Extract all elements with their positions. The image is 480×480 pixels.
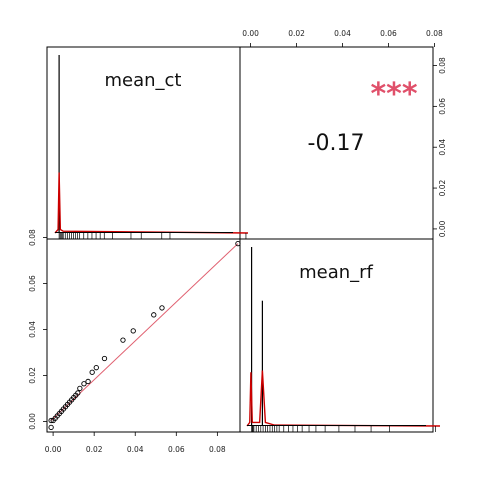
tick-label-top-0: 0.00 bbox=[242, 29, 259, 38]
tick-label-top-2: 0.04 bbox=[334, 29, 351, 38]
scatter-point-24 bbox=[159, 305, 165, 311]
tick-label-bottom-0: 0.00 bbox=[45, 445, 62, 454]
diagonal-label-mean-ct: mean_ct bbox=[104, 70, 181, 91]
tick-label-bottom-2: 0.04 bbox=[127, 445, 144, 454]
panel-frame-bottom-right bbox=[239, 238, 434, 433]
scatter-point-0 bbox=[48, 424, 54, 431]
tick-label-bottom-4: 0.08 bbox=[209, 445, 226, 454]
tick-label-right-0: 0.00 bbox=[438, 220, 447, 237]
axis-bottom-x: 0.00 0.02 0.04 0.06 0.08 bbox=[45, 432, 226, 454]
scatter-point-17 bbox=[85, 378, 91, 385]
tick-label-left-2: 0.04 bbox=[28, 321, 37, 338]
tick-label-left-1: 0.02 bbox=[28, 367, 37, 384]
significance-stars: *** bbox=[370, 77, 417, 112]
tick-label-right-4: 0.08 bbox=[438, 57, 447, 74]
rug-mean-ct bbox=[55, 232, 247, 239]
scatter-point-1 bbox=[48, 417, 54, 424]
tick-label-right-2: 0.04 bbox=[438, 139, 447, 156]
scatter-point-22 bbox=[130, 328, 136, 334]
tick-label-right-3: 0.06 bbox=[438, 98, 447, 115]
scatter-point-25 bbox=[235, 240, 241, 247]
fit-line-segment bbox=[50, 243, 239, 421]
axis-left-y: 0.00 0.02 0.04 0.06 0.08 bbox=[28, 229, 47, 430]
correlation-value: -0.17 bbox=[308, 131, 365, 156]
tick-label-bottom-3: 0.06 bbox=[168, 445, 185, 454]
scatter-point-23 bbox=[151, 312, 157, 318]
tick-label-left-0: 0.00 bbox=[28, 413, 37, 430]
fit-line bbox=[50, 243, 239, 421]
density-line-mean-ct bbox=[54, 172, 249, 234]
tick-label-bottom-1: 0.02 bbox=[86, 445, 103, 454]
tick-label-top-1: 0.02 bbox=[288, 29, 305, 38]
scatter-point-20 bbox=[101, 355, 108, 362]
diagonal-label-mean-rf: mean_rf bbox=[299, 262, 373, 283]
tick-label-top-3: 0.06 bbox=[380, 29, 397, 38]
density-line-mean-rf bbox=[246, 370, 441, 427]
rug-mean-rf bbox=[247, 425, 436, 432]
scatter-point-21 bbox=[120, 337, 126, 343]
scatter-point-15 bbox=[77, 385, 83, 391]
tick-label-right-1: 0.02 bbox=[438, 179, 447, 196]
scatter-point-19 bbox=[93, 365, 99, 371]
scatter-point-14 bbox=[75, 390, 81, 396]
tick-label-left-4: 0.08 bbox=[28, 229, 37, 246]
scatter-points bbox=[48, 240, 241, 431]
tick-label-top-4: 0.08 bbox=[426, 29, 443, 38]
density-curve-mean-rf bbox=[246, 370, 441, 427]
panel-frame-bottom-left bbox=[46, 238, 241, 433]
scatter-point-18 bbox=[89, 369, 95, 375]
axis-right-y: 0.00 0.02 0.04 0.06 0.08 bbox=[433, 57, 447, 237]
density-curve-mean-ct bbox=[54, 172, 249, 234]
tick-label-left-3: 0.06 bbox=[28, 275, 37, 292]
axis-top-x: 0.00 0.02 0.04 0.06 0.08 bbox=[242, 29, 443, 47]
scatter-point-16 bbox=[81, 381, 87, 387]
